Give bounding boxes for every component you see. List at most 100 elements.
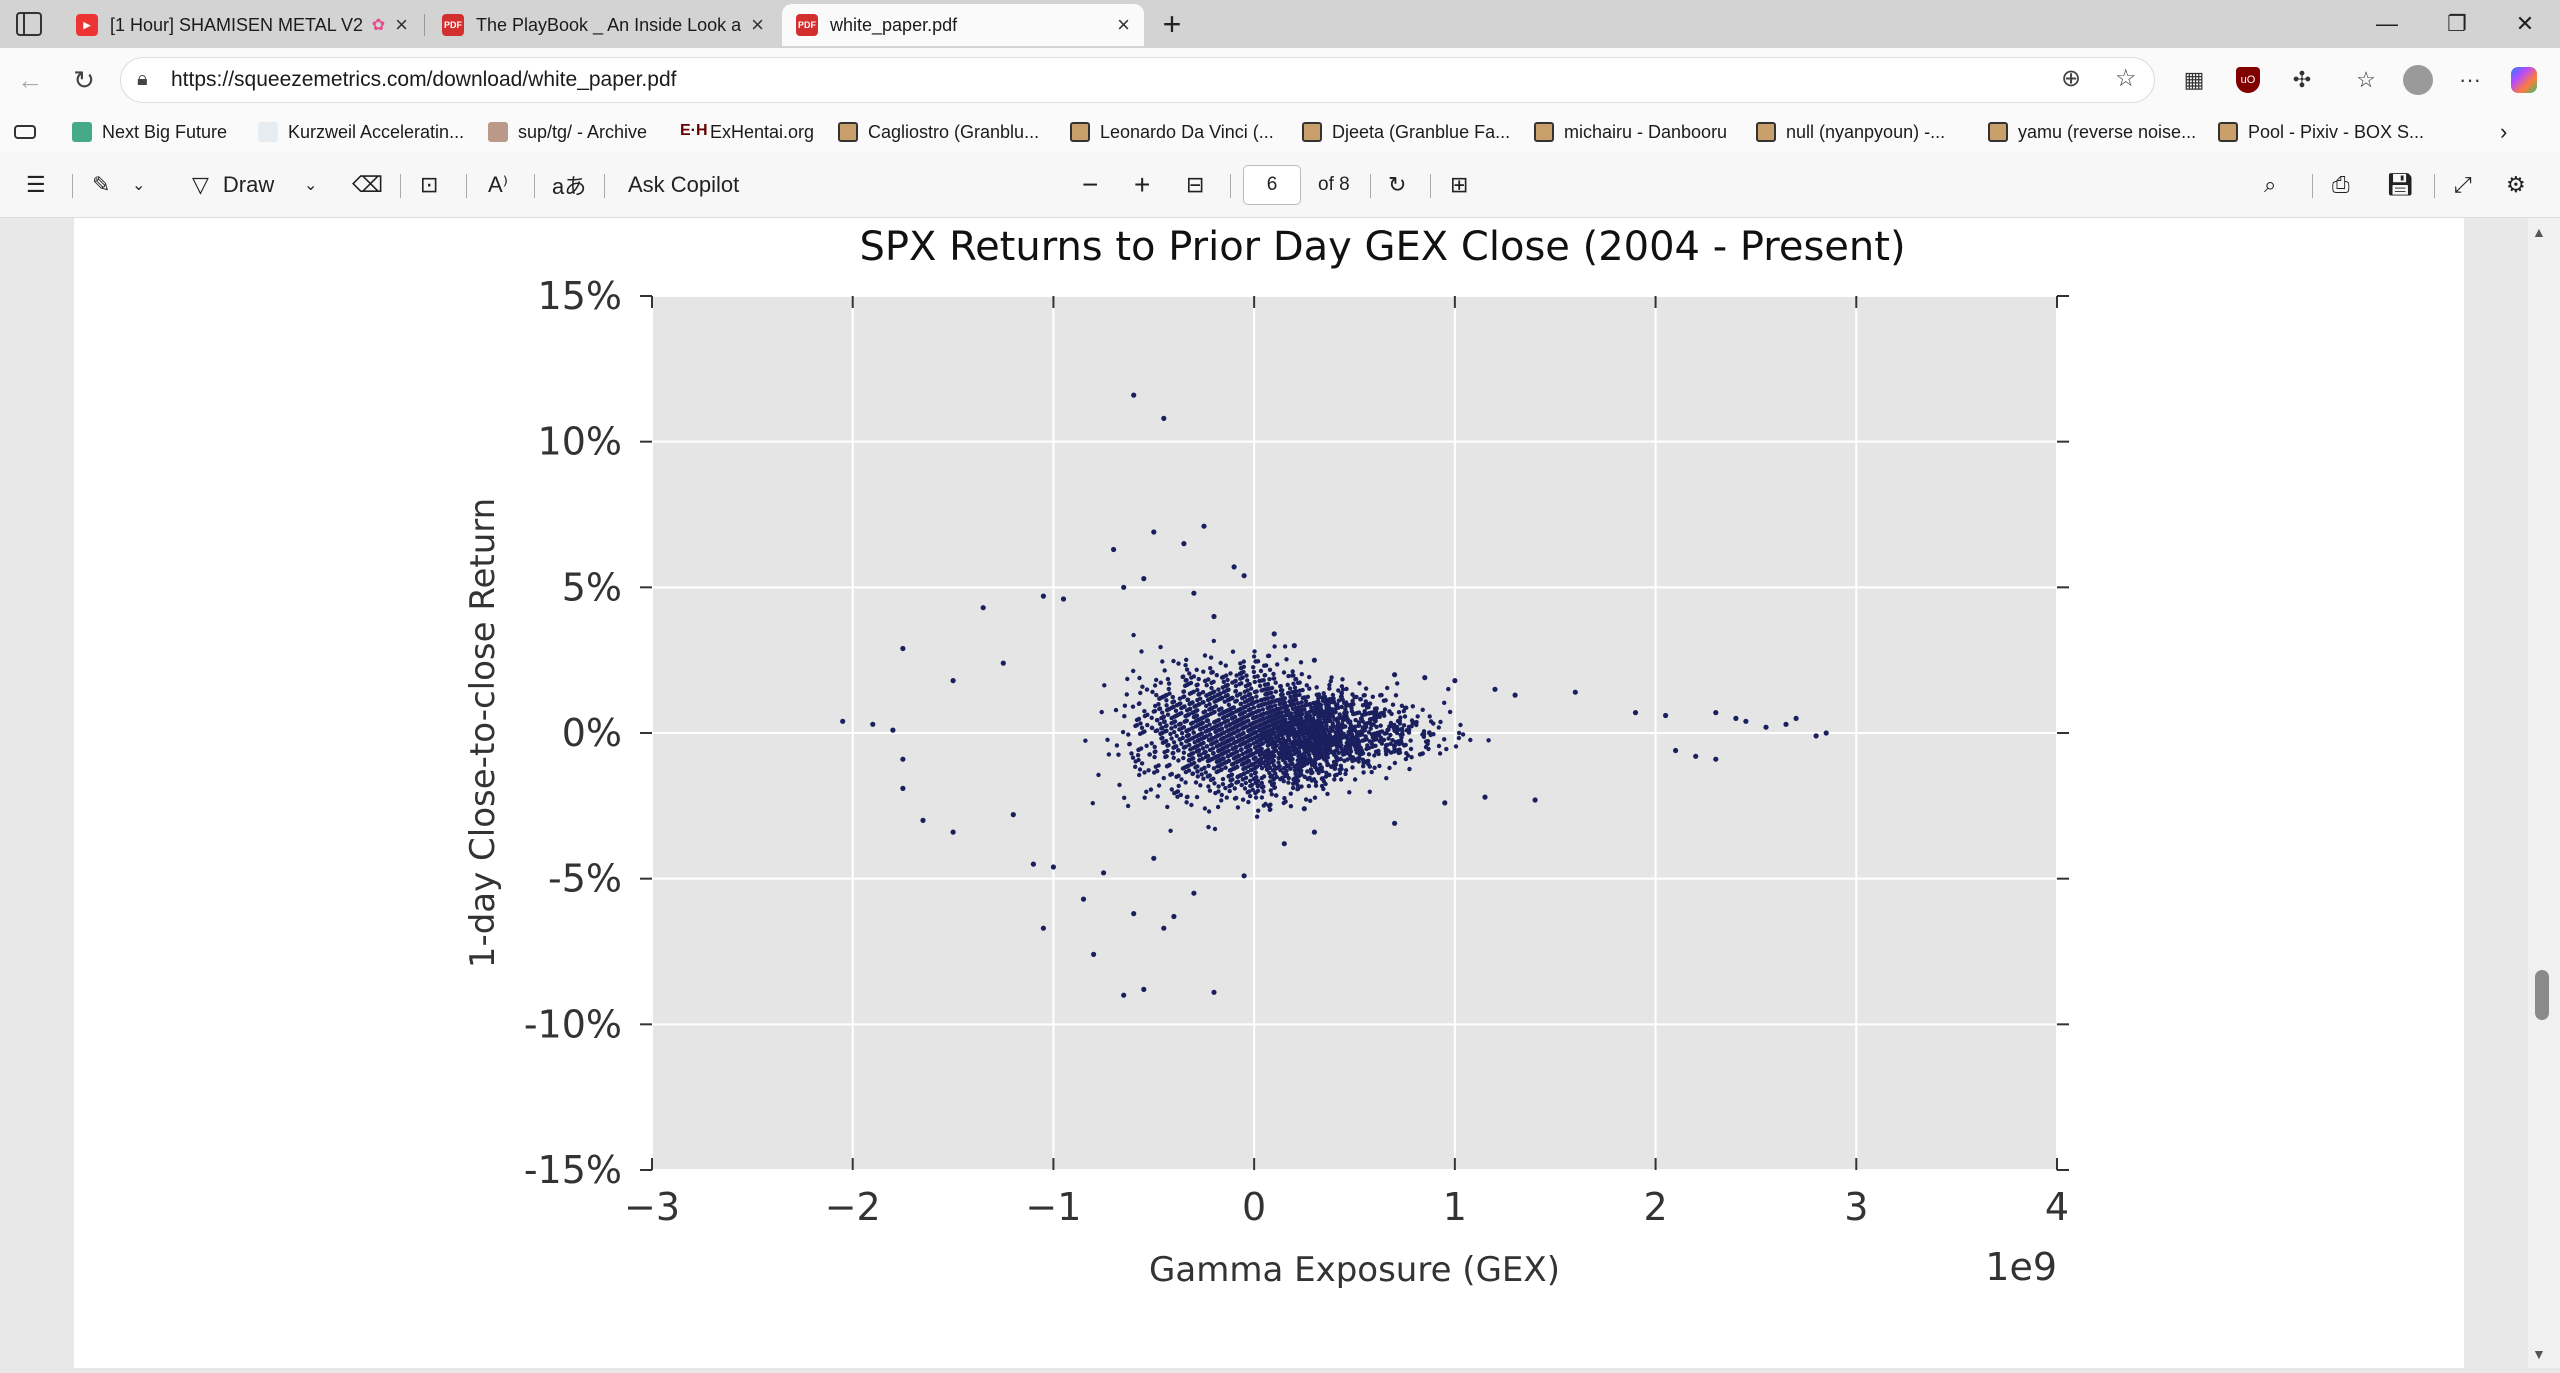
data-point: [1241, 705, 1246, 710]
data-point: [1387, 709, 1392, 714]
data-point: [1793, 715, 1799, 721]
chevron-down-icon[interactable]: ⌄: [304, 177, 318, 194]
data-point: [1452, 678, 1458, 684]
data-point: [1185, 763, 1191, 769]
data-point: [1120, 729, 1126, 735]
read-aloud-icon[interactable]: A⁾: [488, 172, 509, 197]
translate-icon[interactable]: aあ: [552, 174, 587, 199]
tab-shamisen[interactable]: ▶ [1 Hour] SHAMISEN METAL V2 ✿ ×: [62, 4, 422, 46]
bookmark-sup-tg[interactable]: sup/tg/ - Archive: [488, 118, 647, 146]
fit-to-width-icon[interactable]: ⊟: [1186, 172, 1205, 197]
data-point: [1207, 702, 1212, 707]
erase-icon[interactable]: ⌫: [352, 172, 384, 197]
search-icon[interactable]: ⌕: [2264, 172, 2277, 197]
text-box-icon[interactable]: ⊡: [420, 172, 439, 197]
close-tab-icon[interactable]: ×: [395, 12, 408, 37]
bookmark-yamu[interactable]: yamu (reverse noise...: [1988, 118, 2196, 146]
pdf-viewer[interactable]: −3 −2 −1 0 1 2 3 4 15% 10% 5% 0% -5% -10% -15% SPX Retu…: [0, 218, 2560, 1368]
favorite-star-icon[interactable]: ☆: [2115, 65, 2137, 92]
chevron-down-icon[interactable]: ⌄: [132, 177, 146, 194]
data-point: [1175, 713, 1180, 718]
data-point: [1258, 713, 1263, 718]
data-point: [1288, 804, 1294, 809]
fullscreen-icon[interactable]: ⤢: [2454, 172, 2472, 197]
ublock-icon[interactable]: uO: [2230, 62, 2266, 98]
tab-playbook[interactable]: PDF The PlayBook _ An Inside Look at ×: [428, 4, 778, 46]
url-text[interactable]: https://squeezemetrics.com/download/whit…: [171, 68, 677, 91]
folder-icon: [1534, 122, 1554, 142]
bookmark-exhentai[interactable]: E·H ExHentai.org: [680, 118, 814, 146]
profile-avatar[interactable]: [2400, 62, 2436, 98]
copilot-icon[interactable]: [2506, 62, 2542, 98]
data-point: [1243, 683, 1249, 689]
close-window-icon[interactable]: ✕: [2515, 11, 2535, 36]
scrollbar-thumb[interactable]: [2535, 970, 2549, 1020]
scroll-down-icon[interactable]: ▼: [2532, 1346, 2546, 1362]
new-tab-button[interactable]: +: [1162, 5, 1182, 42]
close-tab-icon[interactable]: ×: [1117, 12, 1130, 37]
lock-icon[interactable]: 🔒︎: [137, 68, 148, 90]
favorites-icon[interactable]: ☆: [2356, 67, 2376, 92]
data-point: [1000, 660, 1006, 666]
zoom-icon[interactable]: ⊕: [2061, 65, 2082, 92]
data-point: [1246, 708, 1251, 713]
tab-white-paper[interactable]: PDF white_paper.pdf ×: [782, 4, 1144, 46]
data-point: [1264, 767, 1270, 772]
restore-icon[interactable]: ❐: [2447, 11, 2467, 36]
bookmark-nyanpyoun[interactable]: null (nyanpyoun) -...: [1756, 118, 1945, 146]
refresh-icon[interactable]: ↻: [73, 64, 95, 95]
bookmark-leonardo[interactable]: Leonardo Da Vinci (...: [1070, 118, 1274, 146]
data-point: [1251, 669, 1257, 675]
contents-icon[interactable]: ☰: [26, 172, 46, 197]
data-point: [1343, 768, 1349, 773]
bookmark-michairu[interactable]: michairu - Danbooru: [1534, 118, 1727, 146]
data-point: [1270, 694, 1276, 700]
data-point: [950, 678, 956, 684]
bookmark-next-big-future[interactable]: Next Big Future: [72, 118, 227, 146]
minimize-icon[interactable]: —: [2376, 11, 2398, 36]
data-point: [1357, 681, 1362, 686]
data-point: [1323, 774, 1329, 779]
data-point: [1313, 779, 1319, 785]
data-point: [1332, 766, 1337, 771]
scroll-up-icon[interactable]: ▲: [2532, 224, 2546, 240]
highlight-icon[interactable]: ✎: [92, 172, 111, 197]
data-point: [1181, 755, 1186, 761]
data-point: [1240, 777, 1246, 782]
close-tab-icon[interactable]: ×: [751, 12, 764, 37]
scrollbar-track[interactable]: [2528, 218, 2560, 1368]
settings-gear-icon[interactable]: ⚙: [2506, 172, 2526, 197]
data-point: [1713, 710, 1719, 716]
more-menu-icon[interactable]: ···: [2459, 67, 2481, 92]
bookmark-djeeta[interactable]: Djeeta (Granblue Fa...: [1302, 118, 1510, 146]
ask-copilot-button[interactable]: Ask Copilot: [628, 172, 740, 197]
bookmark-kurzweil[interactable]: Kurzweil Acceleratin...: [258, 118, 464, 146]
data-point: [1261, 731, 1267, 736]
data-point: [1257, 752, 1263, 757]
tab-actions-icon[interactable]: [16, 12, 42, 36]
zoom-out-icon[interactable]: −: [1082, 169, 1099, 200]
bookmark-cagliostro[interactable]: Cagliostro (Granblu...: [838, 118, 1039, 146]
data-point: [1306, 776, 1311, 781]
data-point: [1291, 643, 1297, 649]
data-point: [1320, 776, 1325, 781]
data-point: [1159, 736, 1164, 741]
page-view-icon[interactable]: ⊞: [1450, 172, 1469, 197]
back-icon[interactable]: ←: [17, 64, 43, 95]
print-icon[interactable]: ⎙: [2332, 172, 2350, 197]
extensions-icon[interactable]: ✣: [2292, 67, 2312, 92]
data-point: [1269, 759, 1275, 765]
address-bar[interactable]: 🔒︎ https://squeezemetrics.com/download/w…: [120, 57, 2155, 103]
data-point: [1229, 762, 1235, 767]
rotate-icon[interactable]: ↻: [1388, 172, 1407, 197]
qr-code-icon[interactable]: ▦: [2183, 67, 2205, 92]
zoom-in-icon[interactable]: +: [1134, 169, 1151, 200]
reading-list-icon[interactable]: [14, 118, 36, 146]
draw-button[interactable]: ▽ Draw: [192, 168, 274, 202]
data-point: [1315, 700, 1320, 705]
page-number-input[interactable]: 6: [1243, 165, 1301, 205]
data-point: [1175, 789, 1181, 794]
bookmark-pool-pixiv[interactable]: Pool - Pixiv - BOX S...: [2218, 118, 2424, 146]
save-icon[interactable]: 💾︎: [2386, 172, 2414, 197]
bookmarks-overflow-icon[interactable]: ›: [2500, 119, 2508, 144]
